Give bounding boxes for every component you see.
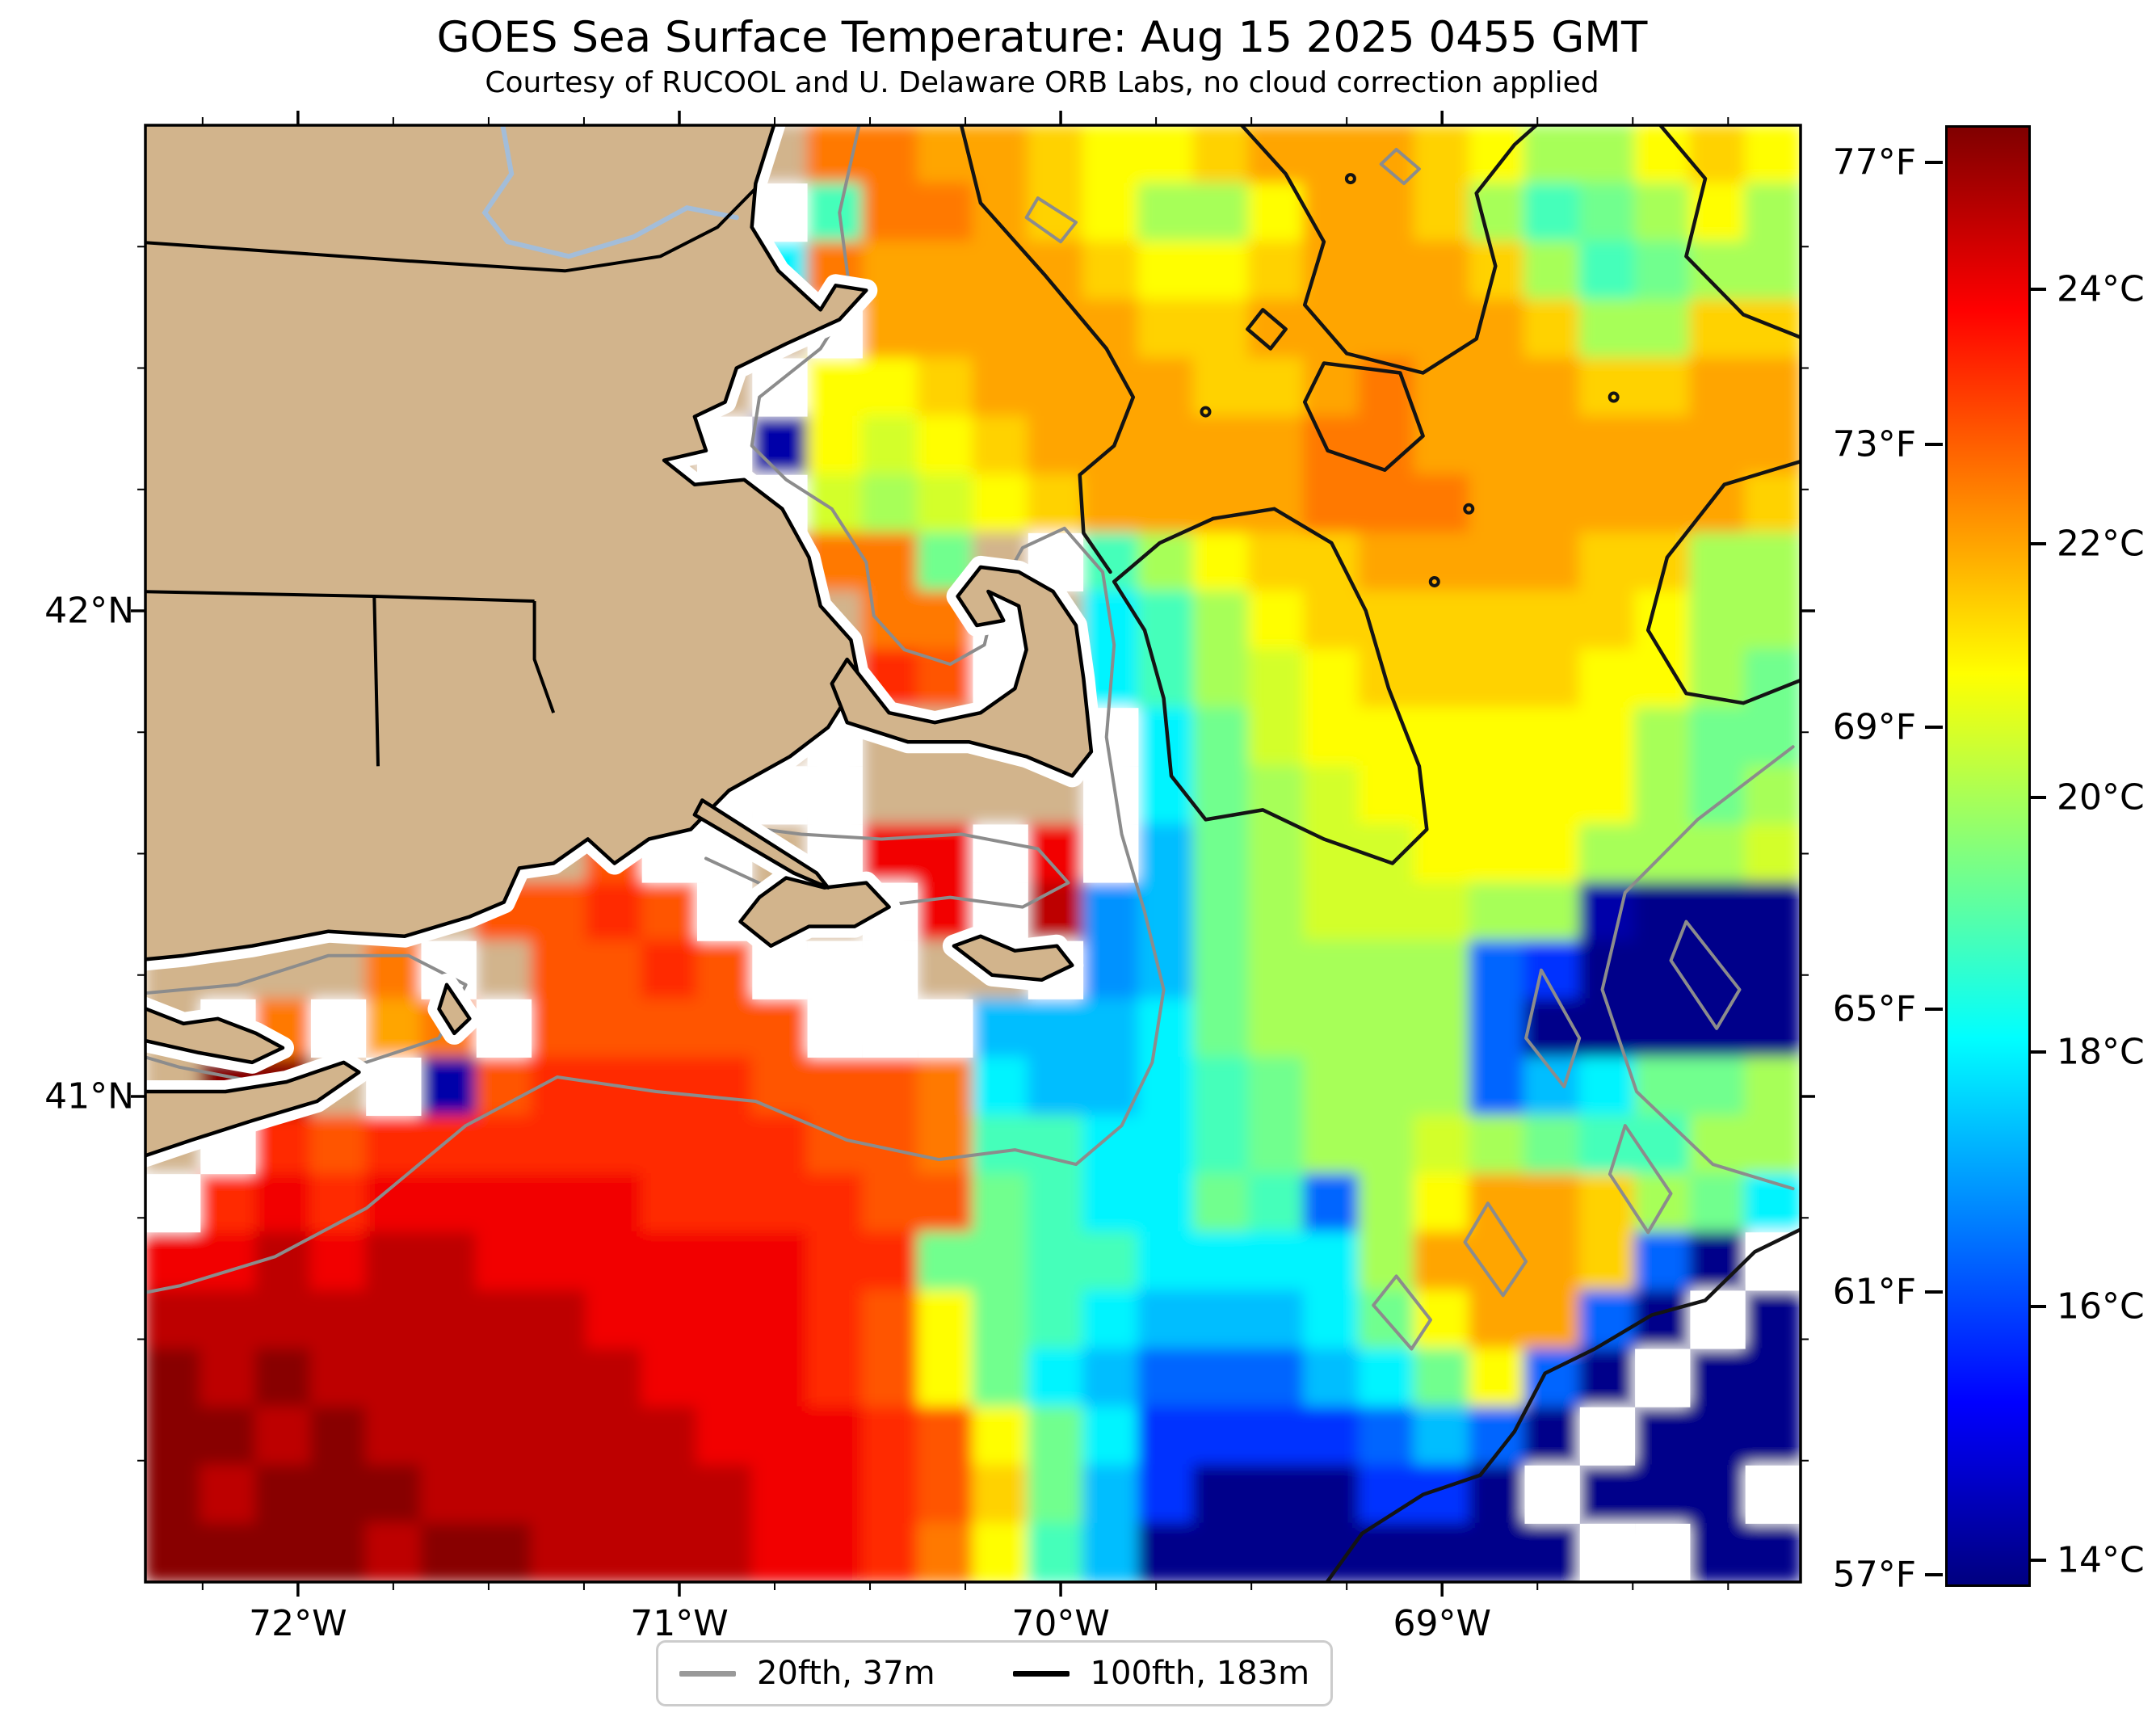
colorbar-label-c: 22°C <box>2057 523 2145 565</box>
land-elizabeth-islands <box>692 798 830 890</box>
legend-label: 100fth, 183m <box>1090 1655 1310 1692</box>
river <box>481 125 739 259</box>
legend-item: 100fth, 183m <box>1012 1655 1310 1692</box>
legend-line-sample <box>679 1670 736 1677</box>
colorbar-tick <box>1925 1572 1943 1576</box>
colorbar-tick <box>2028 541 2046 545</box>
x-tick-label: 71°W <box>630 1603 729 1644</box>
axis-ticks <box>131 111 1815 1597</box>
colorbar-tick <box>1925 160 1943 164</box>
legend: 20fth, 37m 100fth, 183m <box>656 1640 1333 1706</box>
colorbar-tick <box>2028 1304 2046 1308</box>
colorbar-tick <box>1925 1290 1943 1294</box>
land-nantucket <box>952 934 1074 983</box>
colorbar-tick <box>2028 796 2046 800</box>
legend-line-sample <box>1012 1670 1070 1677</box>
colorbar-tick <box>2028 1559 2046 1563</box>
colorbar-label-f: 57°F <box>1832 1554 1916 1596</box>
colorbar-label-f: 65°F <box>1832 988 1916 1030</box>
state-borders <box>145 187 757 767</box>
legend-item: 20fth, 37m <box>679 1655 935 1692</box>
colorbar-tick <box>2028 1050 2046 1054</box>
colorbar-tick <box>1925 443 1943 447</box>
x-tick-label: 72°W <box>249 1603 347 1644</box>
y-tick-label: 41°N <box>44 1075 134 1117</box>
x-tick-label: 69°W <box>1393 1603 1491 1644</box>
land-cape-cod <box>830 565 1094 778</box>
legend-label: 20fth, 37m <box>756 1655 935 1692</box>
page-subtitle: Courtesy of RUCOOL and U. Delaware ORB L… <box>485 66 1599 99</box>
colorbar-label-f: 61°F <box>1832 1271 1916 1313</box>
colorbar-label-f: 69°F <box>1832 706 1916 748</box>
x-tick-label: 70°W <box>1011 1603 1110 1644</box>
land-mainland-new-england <box>145 125 868 961</box>
colorbar-label-f: 73°F <box>1832 423 1916 465</box>
y-tick-label: 42°N <box>44 590 134 632</box>
colorbar-label-c: 20°C <box>2057 776 2145 818</box>
land <box>145 125 1094 1158</box>
land-marthas-vineyard <box>738 876 891 948</box>
page-title: GOES Sea Surface Temperature: Aug 15 202… <box>436 13 1648 62</box>
colorbar-label-c: 24°C <box>2057 268 2145 310</box>
colorbar-tick <box>1925 1008 1943 1012</box>
colorbar-label-f: 77°F <box>1832 141 1916 183</box>
land-block-island <box>437 983 472 1036</box>
colorbar-tick <box>1925 725 1943 729</box>
colorbar-tick <box>2028 287 2046 291</box>
colorbar-label-c: 18°C <box>2057 1031 2145 1073</box>
colorbar-label-c: 16°C <box>2057 1285 2145 1328</box>
colorbar-label-c: 14°C <box>2057 1539 2145 1581</box>
land-long-island-north-fork <box>145 1006 285 1065</box>
contour-100fth <box>959 125 1801 1582</box>
land-long-island-south-fork <box>145 1060 361 1158</box>
colorbar <box>1945 125 2031 1587</box>
